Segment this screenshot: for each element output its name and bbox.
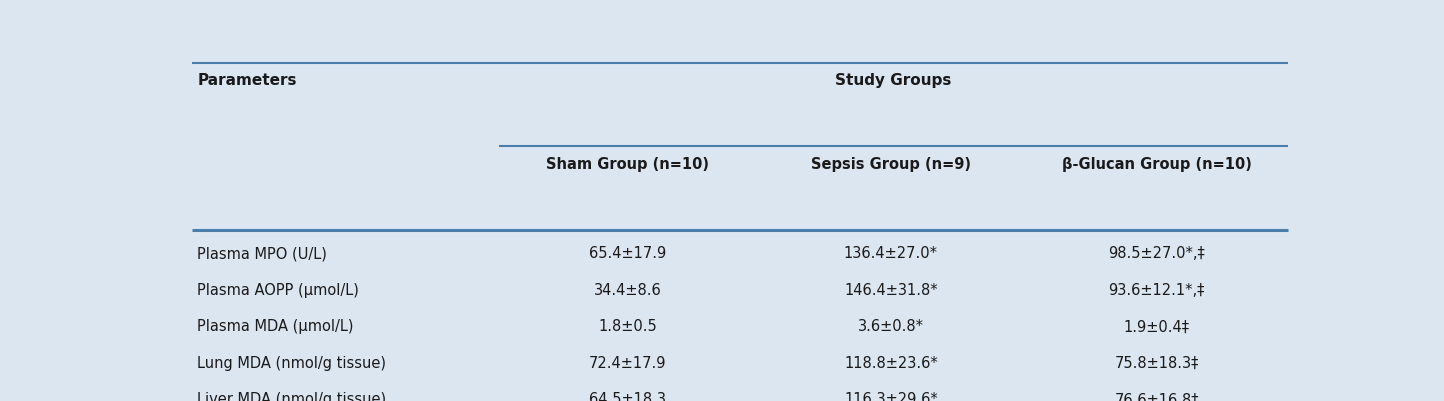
Text: Parameters: Parameters <box>198 73 297 88</box>
Text: 64.5±18.3: 64.5±18.3 <box>589 391 666 401</box>
Text: Plasma AOPP (μmol/L): Plasma AOPP (μmol/L) <box>198 282 360 297</box>
Text: 1.8±0.5: 1.8±0.5 <box>598 319 657 334</box>
Text: 136.4±27.0*: 136.4±27.0* <box>843 246 937 261</box>
Text: Plasma MDA (μmol/L): Plasma MDA (μmol/L) <box>198 319 354 334</box>
Text: 76.6±16.8‡: 76.6±16.8‡ <box>1115 391 1199 401</box>
Text: 98.5±27.0*,‡: 98.5±27.0*,‡ <box>1109 246 1206 261</box>
Text: Study Groups: Study Groups <box>836 73 952 88</box>
Text: Plasma MPO (U/L): Plasma MPO (U/L) <box>198 246 328 261</box>
Text: 1.9±0.4‡: 1.9±0.4‡ <box>1123 319 1190 334</box>
Text: 65.4±17.9: 65.4±17.9 <box>589 246 666 261</box>
Text: 116.3±29.6*: 116.3±29.6* <box>843 391 937 401</box>
Text: Sham Group (n=10): Sham Group (n=10) <box>546 156 709 171</box>
Text: 3.6±0.8*: 3.6±0.8* <box>858 319 924 334</box>
Text: 146.4±31.8*: 146.4±31.8* <box>845 282 937 297</box>
Text: Lung MDA (nmol/g tissue): Lung MDA (nmol/g tissue) <box>198 355 387 370</box>
Text: 93.6±12.1*,‡: 93.6±12.1*,‡ <box>1109 282 1204 297</box>
Text: 118.8±23.6*: 118.8±23.6* <box>843 355 937 370</box>
Text: 34.4±8.6: 34.4±8.6 <box>593 282 661 297</box>
Text: Sepsis Group (n=9): Sepsis Group (n=9) <box>812 156 970 171</box>
Text: Liver MDA (nmol/g tissue): Liver MDA (nmol/g tissue) <box>198 391 387 401</box>
Text: 75.8±18.3‡: 75.8±18.3‡ <box>1115 355 1199 370</box>
Text: β-Glucan Group (n=10): β-Glucan Group (n=10) <box>1061 156 1252 171</box>
Text: 72.4±17.9: 72.4±17.9 <box>589 355 666 370</box>
